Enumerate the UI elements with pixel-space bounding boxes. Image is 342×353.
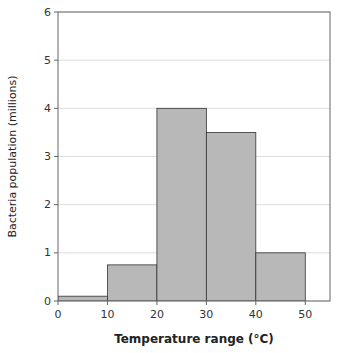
y-tick-label: 1 [44, 246, 51, 259]
x-tick [58, 301, 59, 305]
bar [58, 296, 107, 301]
y-axis-label: Bacteria population (millions) [6, 75, 19, 237]
y-tick [54, 252, 58, 253]
x-tick [156, 301, 157, 305]
y-tick [54, 60, 58, 61]
grid-line [58, 60, 330, 61]
x-axis: 0 10 20 30 40 50 [55, 301, 313, 321]
x-tick [107, 301, 108, 305]
x-tick [305, 301, 306, 305]
y-tick-label: 0 [44, 295, 51, 308]
y-axis: 0 1 2 3 4 5 6 [44, 6, 58, 308]
x-tick-label: 50 [298, 308, 312, 321]
bar [256, 253, 305, 301]
bar [107, 265, 156, 301]
y-tick [54, 156, 58, 157]
y-tick [54, 301, 58, 302]
y-tick [54, 108, 58, 109]
plot-frame [58, 12, 330, 301]
y-tick-label: 6 [44, 6, 51, 19]
y-tick [54, 12, 58, 13]
x-tick-label: 40 [249, 308, 263, 321]
bar [157, 108, 206, 301]
x-tick-label: 30 [199, 308, 213, 321]
grid [58, 12, 330, 301]
y-tick [54, 204, 58, 205]
x-tick [255, 301, 256, 305]
bars [58, 108, 305, 301]
x-tick [206, 301, 207, 305]
chart: 0 1 2 3 4 5 6 0 10 20 30 40 50 Temperature range (°C)… [0, 0, 342, 353]
y-tick-label: 3 [44, 150, 51, 163]
x-tick-label: 0 [55, 308, 62, 321]
x-tick-label: 10 [100, 308, 114, 321]
y-tick-label: 4 [44, 102, 51, 115]
y-tick-label: 2 [44, 198, 51, 211]
bar [206, 132, 255, 301]
y-tick-label: 5 [44, 54, 51, 67]
x-axis-label: Temperature range (°C) [114, 332, 274, 346]
x-tick-label: 20 [150, 308, 164, 321]
